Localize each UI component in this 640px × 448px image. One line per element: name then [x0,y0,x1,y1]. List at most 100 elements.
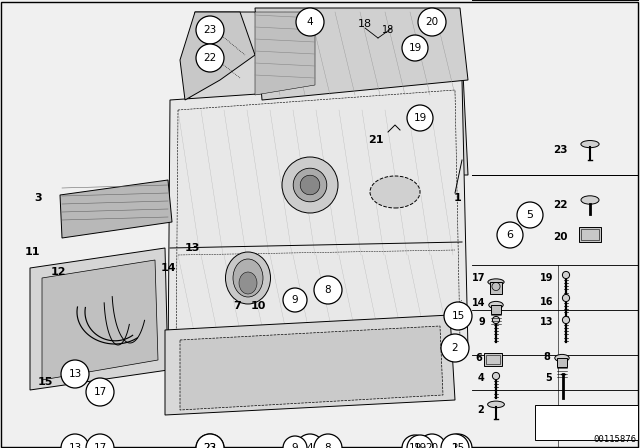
Text: 7: 7 [233,301,241,311]
Text: 15: 15 [37,377,52,387]
Circle shape [61,434,89,448]
Text: 17: 17 [93,387,107,397]
Text: 5: 5 [527,210,534,220]
Text: 22: 22 [204,53,216,63]
Polygon shape [165,315,455,415]
Text: 5: 5 [545,373,552,383]
Circle shape [492,372,500,379]
Ellipse shape [555,354,569,362]
Bar [484,353,502,366]
Circle shape [300,175,320,195]
Text: 22: 22 [204,443,216,448]
Circle shape [441,434,469,448]
Ellipse shape [239,272,257,294]
Ellipse shape [581,141,599,148]
Ellipse shape [489,302,503,309]
Circle shape [296,434,324,448]
Text: 00115876: 00115876 [593,435,636,444]
Text: 19: 19 [413,443,427,448]
Ellipse shape [225,252,271,304]
Text: 6: 6 [476,353,482,363]
Text: 12: 12 [51,267,66,277]
Circle shape [444,302,472,330]
Text: 9: 9 [292,295,298,305]
Bar [491,305,501,314]
Bar [557,358,568,367]
Text: 13: 13 [68,443,82,448]
Text: 3: 3 [34,193,42,203]
Circle shape [497,222,523,248]
Circle shape [196,44,224,72]
Bar [579,227,601,242]
Text: 8: 8 [324,443,332,448]
Polygon shape [30,248,168,390]
Text: 11: 11 [24,247,40,257]
Text: 18: 18 [382,25,394,35]
Text: 14: 14 [160,263,176,273]
Text: 13: 13 [184,243,200,253]
Circle shape [563,316,570,323]
Circle shape [196,16,224,44]
Polygon shape [185,12,468,175]
Circle shape [563,271,570,279]
Ellipse shape [370,176,420,208]
Text: 14: 14 [472,298,485,308]
Text: 4: 4 [307,443,314,448]
Circle shape [282,157,338,213]
Bar [490,282,502,294]
Text: 22: 22 [554,200,568,210]
Bar [486,355,500,364]
Text: 8: 8 [324,285,332,295]
Circle shape [86,378,114,406]
Text: 15: 15 [451,311,465,321]
Bar [535,405,638,440]
Text: 9: 9 [478,317,485,327]
Circle shape [314,276,342,304]
Text: 13: 13 [540,317,553,327]
Text: 20: 20 [554,232,568,242]
Text: 23: 23 [204,25,216,35]
Text: 16: 16 [540,297,553,307]
Text: 13: 13 [68,369,82,379]
Circle shape [86,434,114,448]
Text: 2: 2 [452,343,458,353]
Circle shape [444,434,472,448]
Text: 20: 20 [426,443,438,448]
Ellipse shape [488,279,504,285]
Circle shape [196,434,224,448]
Circle shape [283,288,307,312]
Text: 19: 19 [413,113,427,123]
Circle shape [196,434,224,448]
Polygon shape [168,80,468,370]
Circle shape [407,105,433,131]
Bar [581,229,599,240]
Text: 19: 19 [408,443,422,448]
Text: 2: 2 [452,443,458,448]
Circle shape [441,334,469,362]
Text: 9: 9 [292,443,298,448]
Text: 15: 15 [451,443,465,448]
Circle shape [283,436,307,448]
Circle shape [293,168,327,202]
Text: 18: 18 [358,19,372,29]
Circle shape [492,316,500,323]
Text: 19: 19 [540,273,553,283]
Circle shape [563,294,570,302]
Text: 4: 4 [477,373,484,383]
Polygon shape [180,12,255,100]
Circle shape [314,434,342,448]
Circle shape [517,202,543,228]
Polygon shape [255,8,468,100]
Polygon shape [60,180,172,238]
Ellipse shape [233,259,263,297]
Text: 20: 20 [426,17,438,27]
Polygon shape [180,326,443,410]
Text: 17: 17 [472,273,485,283]
Circle shape [407,435,433,448]
Text: 4: 4 [307,17,314,27]
Text: 21: 21 [368,135,384,145]
Text: 19: 19 [408,43,422,53]
Polygon shape [255,12,315,95]
Polygon shape [42,260,158,380]
Circle shape [402,435,428,448]
